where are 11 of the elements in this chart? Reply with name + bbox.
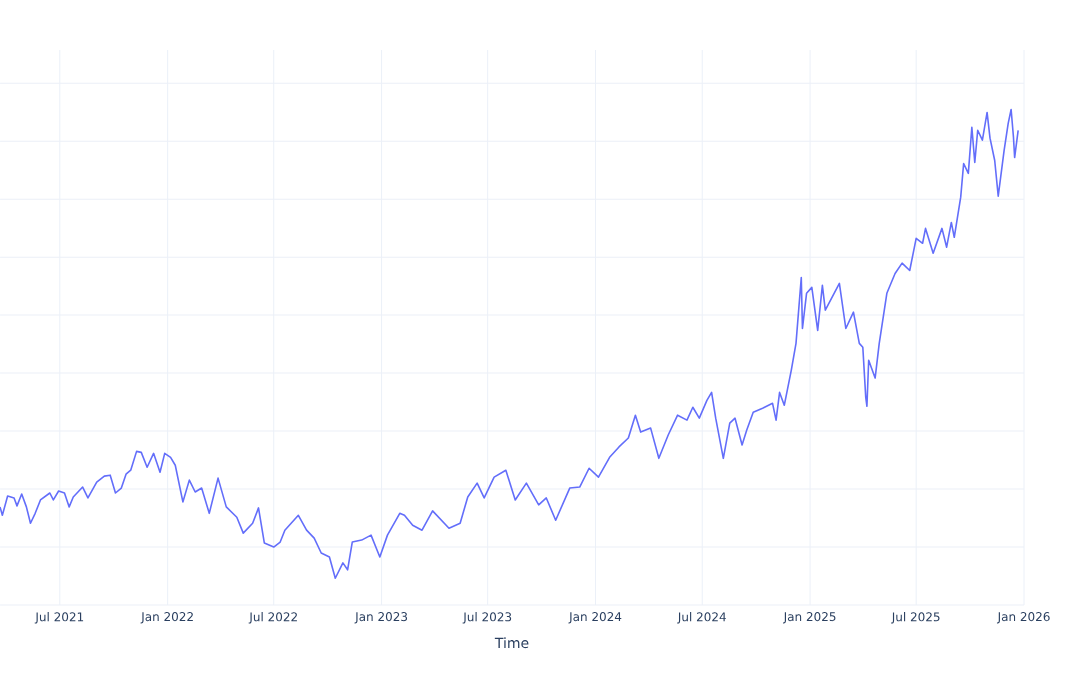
x-tick-label: Jan 2023 bbox=[354, 612, 408, 624]
x-tick-label: Jan 2026 bbox=[996, 612, 1050, 624]
x-axis-title: Time bbox=[494, 637, 529, 649]
x-tick-label: Jan 2022 bbox=[140, 612, 193, 624]
x-tick-label: Jul 2024 bbox=[677, 612, 726, 624]
x-tick-label: Jul 2021 bbox=[34, 612, 84, 624]
x-tick-label: Jul 2022 bbox=[248, 612, 297, 624]
x-tick-label: Jul 2025 bbox=[891, 612, 940, 624]
x-tick-label: Jul 2023 bbox=[462, 612, 512, 624]
x-tick-label: Jan 2025 bbox=[783, 612, 836, 624]
x-tick-label: Jan 2024 bbox=[568, 612, 622, 624]
